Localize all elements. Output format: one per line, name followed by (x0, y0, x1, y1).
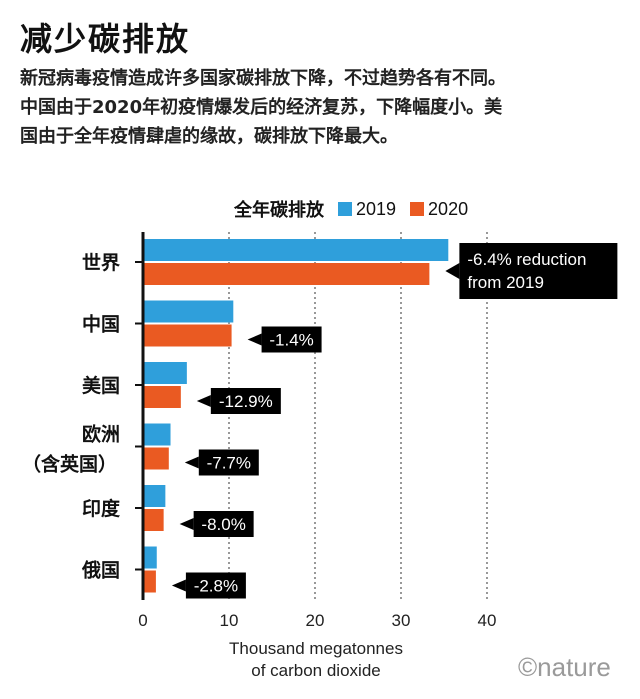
category-label: 俄国 (81, 559, 120, 582)
x-axis-label: Thousand megatonnes of carbon dioxide (176, 638, 456, 682)
bar-2019 (143, 423, 171, 446)
x-tick-label: 30 (392, 611, 411, 630)
category-label: 欧洲 (82, 423, 120, 446)
description-line: 国由于全年疫情肆虐的缘故，碳排放下降最大。 (20, 126, 398, 147)
annotation-text: -12.9% (219, 392, 273, 411)
chart-title: 减少碳排放 (20, 20, 191, 58)
annotation-pointer (196, 395, 211, 407)
category-label: 世界 (82, 252, 120, 274)
legend-swatch-2019 (338, 202, 352, 216)
bar-2019 (143, 485, 166, 507)
legend-swatch-2020 (410, 202, 425, 216)
bar-2020 (143, 570, 156, 593)
bar-2020 (143, 324, 232, 347)
x-tick-label: 10 (220, 611, 239, 630)
bar-2020 (143, 509, 164, 531)
annotation-pointer (171, 579, 186, 592)
annotation-pointer (184, 456, 199, 469)
bar-2019 (143, 546, 157, 569)
annotation-text: -2.8% (194, 577, 238, 596)
annotation-pointer (445, 263, 460, 279)
x-tick-label: 0 (138, 611, 147, 630)
legend: 全年碳排放 2019 2020 (234, 196, 482, 222)
description-line: 中国由于2020年初疫情爆发后的经济复苏，下降幅度小。美 (20, 97, 503, 118)
category-label: 印度 (82, 497, 121, 520)
nature-watermark: ©nature (518, 652, 611, 682)
category-label: 美国 (82, 374, 120, 397)
annotation-box (459, 243, 618, 299)
category-label: 中国 (82, 313, 120, 336)
bar-2020 (143, 386, 181, 408)
annotation-pointer (247, 333, 262, 346)
annotation-text: -8.0% (201, 515, 245, 534)
annotation-pointer (179, 518, 194, 530)
x-tick-label: 40 (478, 611, 497, 630)
category-label: （含英国） (22, 453, 117, 476)
annotation-box (185, 572, 246, 599)
legend-label-2019: 2019 (356, 198, 397, 219)
legend-title: 全年碳排放 (234, 200, 324, 221)
annotation-box (261, 326, 322, 353)
annotation-text: -6.4% reduction (467, 250, 586, 269)
bar-2020 (143, 263, 430, 285)
legend-label-2020: 2020 (428, 198, 469, 219)
annotation-text: from 2019 (467, 273, 544, 292)
annotation-text: -1.4% (269, 331, 313, 350)
annotation-box (193, 511, 254, 537)
bar-2019 (143, 239, 449, 261)
annotation-text: -7.7% (207, 454, 251, 473)
x-tick-label: 20 (306, 611, 325, 630)
x-axis-label-line: Thousand megatonnes (229, 639, 403, 658)
annotation-box (210, 388, 281, 414)
bar-2019 (143, 300, 234, 323)
chart-description: 新冠病毒疫情造成许多国家碳排放下降，不过趋势各有不同。 中国由于2020年初疫情… (20, 64, 630, 151)
annotation-box (198, 449, 259, 476)
bar-2019 (143, 362, 187, 384)
x-axis-label-line: of carbon dioxide (251, 661, 381, 680)
description-line: 新冠病毒疫情造成许多国家碳排放下降，不过趋势各有不同。 (20, 68, 506, 89)
bar-2020 (143, 447, 169, 470)
